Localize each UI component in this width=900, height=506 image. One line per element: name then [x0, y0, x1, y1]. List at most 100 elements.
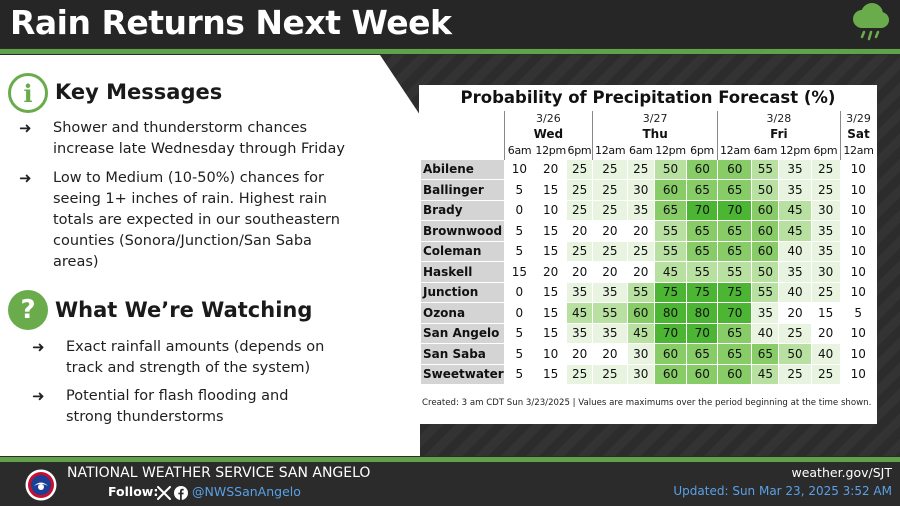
pop-cell: 15 — [533, 363, 568, 385]
pop-cell: 30 — [626, 363, 655, 385]
pop-cell: 25 — [778, 363, 812, 385]
pop-cell: 35 — [566, 281, 593, 303]
time-label: 6am — [629, 143, 653, 157]
arrow-icon: ➜ — [32, 387, 45, 405]
pop-cell: 75 — [686, 281, 719, 303]
watching-title: What We’re Watching — [55, 298, 313, 322]
pop-cell: 15 — [503, 261, 535, 283]
pop-cell: 30 — [626, 343, 655, 365]
pop-cell: 75 — [717, 281, 753, 303]
header-accent-bar — [0, 49, 900, 54]
arrow-icon: ➜ — [19, 119, 32, 137]
pop-cell: 65 — [653, 199, 688, 221]
pop-cell: 70 — [686, 199, 719, 221]
watching-bullet: ➜ Potential for flash flooding and stron… — [32, 387, 289, 425]
location-label: Brady — [420, 199, 505, 221]
pop-cell: 35 — [751, 302, 780, 324]
key-message-bullet: ➜ Shower and thunderstorm chances increa… — [19, 119, 345, 157]
pop-cell: 45 — [751, 363, 780, 385]
pop-cell: 35 — [810, 220, 841, 242]
pop-cell: 40 — [778, 240, 812, 262]
pop-cell: 35 — [566, 322, 593, 344]
website-link[interactable]: weather.gov/SJT — [791, 465, 892, 480]
pop-cell: 20 — [566, 343, 593, 365]
pop-cell: 60 — [751, 240, 780, 262]
footer-accent-bar — [0, 457, 900, 462]
arrow-icon: ➜ — [32, 338, 45, 356]
pop-cell: 60 — [626, 302, 655, 324]
day-date: 3/26 — [503, 111, 593, 126]
info-icon: i — [8, 73, 48, 113]
pop-cell: 10 — [839, 363, 877, 385]
location-label: Haskell — [420, 261, 505, 283]
day-date: 3/28 — [717, 111, 840, 126]
pop-cell: 50 — [751, 179, 780, 201]
pop-cell: 25 — [566, 240, 593, 262]
pop-cell: 20 — [591, 261, 628, 283]
pop-cell: 80 — [653, 302, 688, 324]
pop-cell: 5 — [503, 220, 535, 242]
pop-cell: 35 — [626, 199, 655, 221]
pop-cell: 25 — [566, 179, 593, 201]
pop-cell: 50 — [653, 158, 688, 180]
day-name: Wed — [503, 126, 593, 142]
pop-cell: 65 — [717, 343, 753, 365]
location-label: San Angelo — [420, 322, 505, 344]
pop-cell: 15 — [533, 281, 568, 303]
pop-cell: 10 — [503, 158, 535, 180]
pop-cell: 75 — [653, 281, 688, 303]
pop-cell: 10 — [839, 220, 877, 242]
pop-cell: 60 — [653, 179, 688, 201]
table-row: Brady 0 10 25 25 35 65 70 70 60 45 30 10 — [420, 199, 877, 221]
pop-cell: 10 — [839, 240, 877, 262]
pop-cell: 45 — [778, 199, 812, 221]
pop-cell: 25 — [810, 158, 841, 180]
pop-cell: 60 — [686, 158, 719, 180]
x-icon[interactable] — [157, 486, 171, 500]
pop-cell: 65 — [686, 179, 719, 201]
pop-cell: 55 — [686, 261, 719, 283]
pop-cell: 5 — [839, 302, 877, 324]
header-spacer — [421, 142, 505, 159]
pop-cell: 10 — [533, 199, 568, 221]
watching-bullet: ➜ Exact rainfall amounts (depends on tra… — [32, 338, 325, 376]
social-handle-link[interactable]: @NWSSanAngelo — [192, 484, 301, 499]
pop-cell: 65 — [686, 220, 719, 242]
pop-cell: 40 — [751, 322, 780, 344]
pop-cell: 55 — [751, 281, 780, 303]
table-row: Ballinger 5 15 25 25 30 60 65 65 50 35 25 10 — [420, 179, 877, 201]
pop-cell: 25 — [591, 199, 628, 221]
pop-cell: 5 — [503, 343, 535, 365]
pop-cell: 10 — [839, 322, 877, 344]
pop-cell: 45 — [653, 261, 688, 283]
table-row: Coleman 5 15 25 25 25 55 65 65 60 40 35 10 — [420, 240, 877, 262]
pop-cell: 15 — [810, 302, 841, 324]
time-label: 12pm — [535, 143, 566, 157]
pop-cell: 80 — [686, 302, 719, 324]
location-label: San Saba — [420, 343, 505, 365]
pop-cell: 0 — [503, 199, 535, 221]
pop-cell: 5 — [503, 363, 535, 385]
pop-cell: 40 — [778, 281, 812, 303]
table-row: Sweetwater 5 15 25 25 30 60 60 60 45 25 25 10 — [420, 363, 877, 385]
time-label: 6am — [753, 143, 778, 157]
pop-table: 3/26 3/27 3/28 3/29 Wed Thu Fri Sat 6am 12pm 6pm 12… — [420, 111, 877, 385]
updated-timestamp: Updated: Sun Mar 23, 2025 3:52 AM — [673, 484, 892, 498]
time-label: 6am — [503, 142, 535, 159]
pop-cell: 20 — [626, 261, 655, 283]
footer — [0, 462, 900, 506]
pop-cell: 5 — [503, 322, 535, 344]
pop-cell: 35 — [591, 281, 628, 303]
pop-cell: 30 — [810, 199, 841, 221]
facebook-icon[interactable] — [174, 486, 188, 500]
pop-cell: 15 — [533, 179, 568, 201]
pop-cell: 30 — [810, 261, 841, 283]
header-spacer — [421, 126, 505, 142]
location-label: Abilene — [420, 158, 505, 180]
pop-cell: 10 — [839, 179, 877, 201]
pop-cell: 25 — [810, 281, 841, 303]
location-label: Ballinger — [420, 179, 505, 201]
pop-cell: 55 — [591, 302, 628, 324]
table-row: Abilene 10 20 25 25 25 50 60 60 55 35 25 10 — [420, 158, 877, 180]
pop-cell: 25 — [566, 363, 593, 385]
